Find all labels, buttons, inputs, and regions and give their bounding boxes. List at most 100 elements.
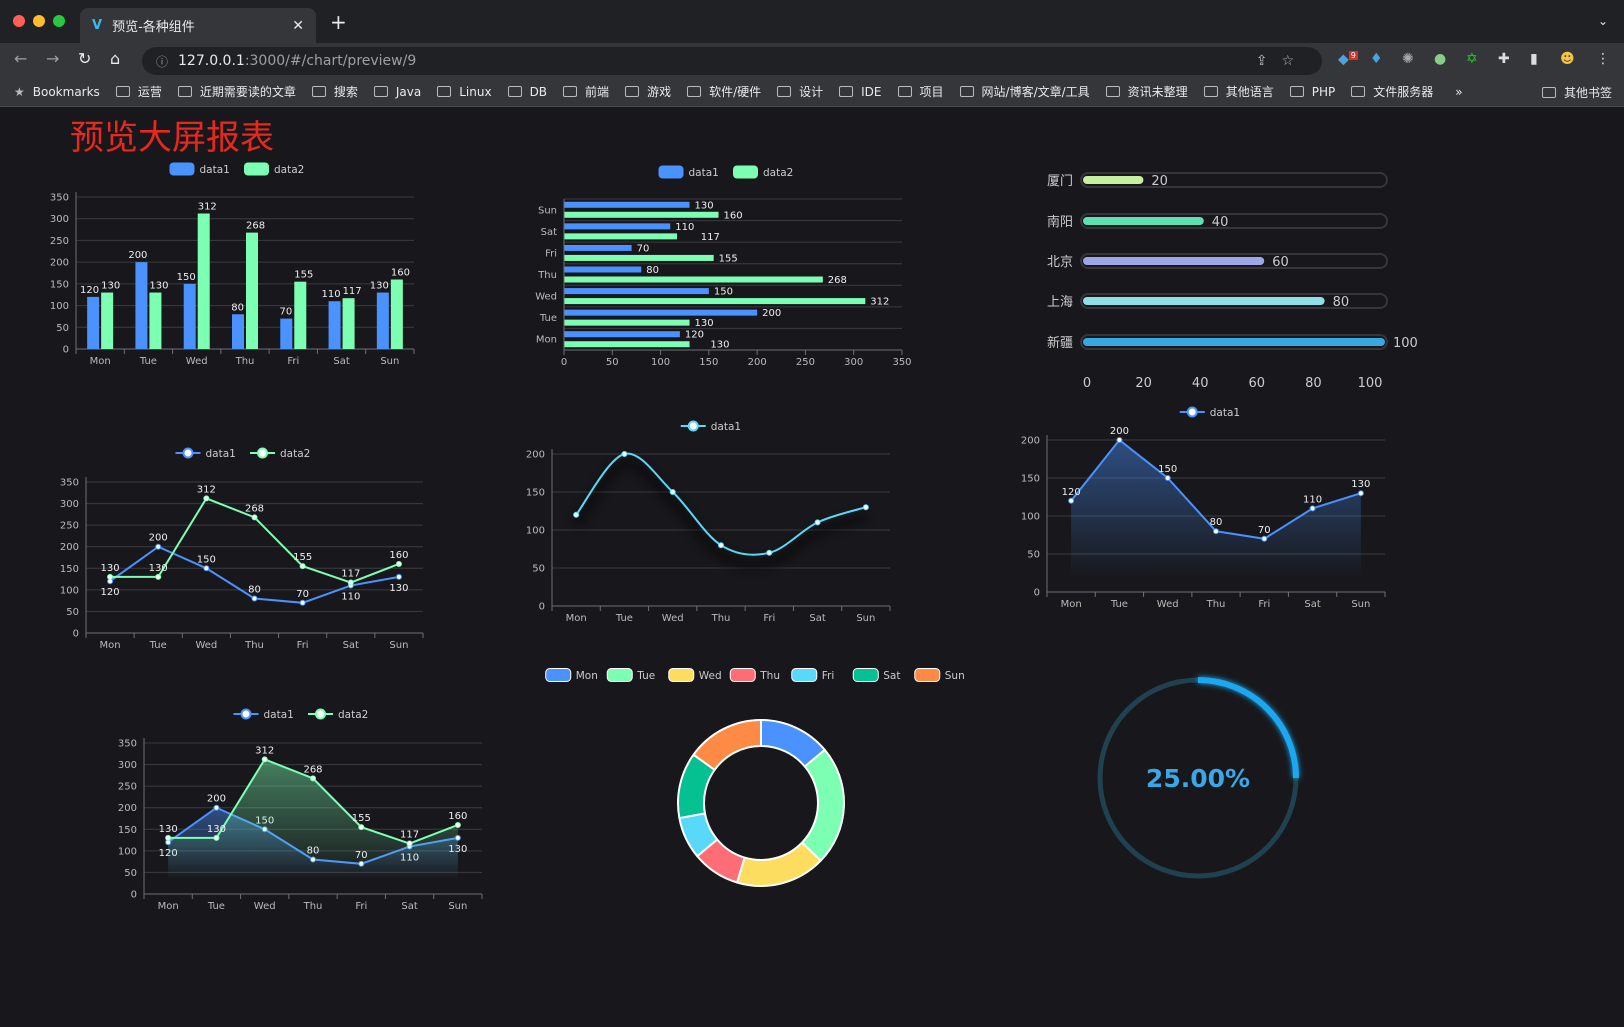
legend-item[interactable]: Fri <box>791 668 835 683</box>
data-point <box>347 579 354 586</box>
legend-item[interactable]: Tue <box>606 668 655 683</box>
bookmark-folder[interactable]: DB <box>507 83 548 100</box>
tab-search-chevron-icon[interactable]: ⌄ <box>1597 14 1608 28</box>
extension-gem-icon[interactable]: ♦ <box>1370 51 1383 67</box>
home-icon[interactable]: ⌂ <box>110 49 121 68</box>
bookmark-folder[interactable]: IDE <box>839 83 882 100</box>
bookmark-folder[interactable]: Java <box>373 83 421 100</box>
point-data-label: 117 <box>341 569 360 580</box>
legend-item[interactable]: Wed <box>668 668 722 683</box>
legend-item[interactable]: data1 <box>175 447 236 460</box>
maximize-window-button[interactable] <box>53 15 65 27</box>
y-tick-label: Mon <box>536 335 557 346</box>
forward-icon[interactable]: → <box>46 49 60 68</box>
x-tick-label: 100 <box>1358 376 1383 391</box>
legend-item[interactable]: data1 <box>658 165 719 180</box>
y-tick-label: Sat <box>541 227 557 238</box>
donut-slice-Wed[interactable] <box>736 841 822 887</box>
reload-icon[interactable]: ↻ <box>78 49 92 68</box>
legend-item[interactable]: Sat <box>852 668 900 683</box>
donut-slice-Sun[interactable] <box>692 719 762 771</box>
minimize-window-button[interactable] <box>33 15 45 27</box>
legend-item[interactable]: data1 <box>233 708 294 721</box>
bar-data2 <box>564 254 714 261</box>
y-tick-label: 150 <box>50 279 69 290</box>
bar-data1 <box>328 301 341 349</box>
y-tick-label: Fri <box>545 248 557 259</box>
side-panel-icon[interactable]: ▮ <box>1530 51 1538 67</box>
y-tick-label: Wed <box>535 292 557 303</box>
browser-tab[interactable]: V 预览-各种组件 ✕ <box>80 8 316 43</box>
y-tick-label: 50 <box>1027 550 1040 561</box>
y-tick-label: Tue <box>539 313 557 324</box>
extension-circle-icon[interactable]: ● <box>1434 51 1447 67</box>
bookmark-folder[interactable]: 项目 <box>897 83 944 100</box>
bookmark-other[interactable]: 其他书签 <box>1541 84 1612 101</box>
bookmark-folder[interactable]: 设计 <box>777 83 823 100</box>
legend-item[interactable]: data2 <box>244 162 304 177</box>
tab-close-icon[interactable]: ✕ <box>292 17 304 34</box>
bookmark-folder[interactable]: Linux <box>437 83 492 100</box>
data-point <box>299 599 306 606</box>
legend-item[interactable]: data1 <box>1179 406 1240 419</box>
bookmark-folder[interactable]: 运营 <box>115 83 162 100</box>
x-tick-label: Sat <box>809 613 825 624</box>
bar-data-label: 120 <box>685 330 704 341</box>
new-tab-icon[interactable]: + <box>330 10 347 34</box>
address-bar[interactable]: ⓘ 127.0.0.1:3000/#/chart/preview/9 ⇪☆ <box>142 47 1322 75</box>
close-window-button[interactable] <box>13 15 25 27</box>
y-tick-label: 150 <box>526 488 545 499</box>
folder-icon <box>373 86 388 97</box>
legend-item[interactable]: data2 <box>308 708 368 721</box>
y-tick-label: Thu <box>537 270 557 281</box>
y-tick-label: 250 <box>60 521 79 532</box>
legend-swatch-icon <box>545 668 572 682</box>
bookmark-folder[interactable]: 资讯未整理 <box>1105 83 1188 100</box>
bookmark-label: 前端 <box>585 85 610 99</box>
point-data-label: 130 <box>101 563 120 574</box>
bar-data-label: 312 <box>198 202 217 213</box>
bookmark-folder[interactable]: PHP <box>1289 83 1335 100</box>
bookmark-label: DB <box>529 84 548 99</box>
menu-kebab-icon[interactable]: ⋮ <box>1596 51 1610 67</box>
bookmark-folder[interactable]: 其他语言 <box>1203 83 1274 100</box>
legend-item[interactable]: data2 <box>733 165 793 180</box>
info-icon[interactable]: ⓘ <box>156 54 169 69</box>
bar-data2 <box>197 213 210 349</box>
profile-avatar[interactable]: ☻ <box>1560 51 1575 67</box>
share-icon[interactable]: ⇪ <box>1255 53 1282 69</box>
bar-data-label: 268 <box>246 221 265 232</box>
extension-gear-icon[interactable]: ✺ <box>1402 51 1414 67</box>
x-tick-label: Wed <box>662 613 684 624</box>
progress-track <box>1080 253 1388 269</box>
bookmark-folder[interactable]: 搜索 <box>311 83 358 100</box>
legend-label: data1 <box>206 448 236 460</box>
y-tick-label: 300 <box>118 760 137 771</box>
bookmark-label: 资讯未整理 <box>1127 85 1188 99</box>
legend-item[interactable]: Thu <box>729 668 780 683</box>
bookmark-folder[interactable]: 网站/博客/文章/工具 <box>959 83 1090 100</box>
donut-slice-Tue[interactable] <box>801 748 845 862</box>
bookmarks-overflow[interactable]: » <box>1455 84 1463 99</box>
bookmark-folder[interactable]: 文件服务器 <box>1351 83 1433 100</box>
legend-item[interactable]: Sun <box>914 668 965 683</box>
extension-star-icon[interactable]: ✡ <box>1466 51 1478 67</box>
bookmark-star-icon[interactable]: ☆ <box>1281 53 1308 69</box>
progress-value: 40 <box>1212 215 1229 230</box>
bookmark-folder[interactable]: 软件/硬件 <box>687 83 761 100</box>
back-icon[interactable]: ← <box>14 49 28 68</box>
legend-item[interactable]: data1 <box>169 162 230 177</box>
bookmarks-button[interactable]: ★ Bookmarks <box>14 85 100 99</box>
extension-icon[interactable]: ◆ 9 <box>1338 51 1358 68</box>
legend-item[interactable]: data1 <box>680 420 741 433</box>
legend-item[interactable]: Mon <box>545 668 598 683</box>
point-data-label: 150 <box>1158 464 1177 475</box>
x-tick-label: Fri <box>763 613 775 624</box>
bookmark-folder[interactable]: 前端 <box>563 83 609 100</box>
bookmark-folder[interactable]: 游戏 <box>625 83 671 100</box>
legend-item[interactable]: data2 <box>250 447 310 460</box>
data-point <box>1164 475 1171 481</box>
extensions-puzzle-icon[interactable]: ✚ <box>1498 51 1510 67</box>
bookmark-folder[interactable]: 近期需要读的文章 <box>177 83 296 100</box>
legend-circle-icon <box>315 708 326 720</box>
